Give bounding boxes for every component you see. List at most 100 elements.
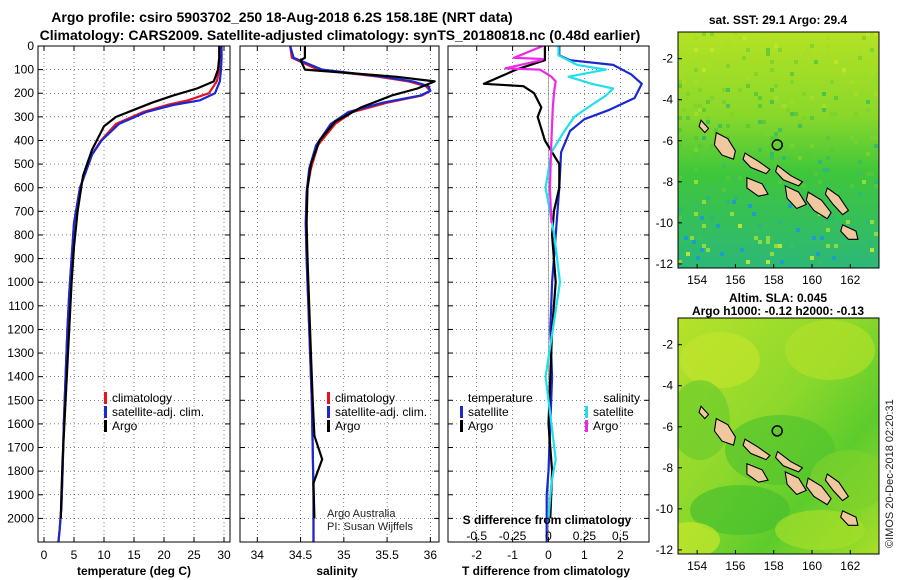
sst-map-ticks: 154 156 158 160 162 -2 -4 -6 -8 -10 -12 — [656, 52, 861, 287]
map-pixel — [746, 124, 750, 128]
map-pixel — [694, 36, 698, 40]
y-tick-label: 1600 — [7, 417, 34, 431]
y-tick-label: 2000 — [7, 511, 34, 525]
series-line-satellite-adj-clim- — [289, 46, 432, 542]
map-pixel — [694, 136, 698, 140]
map-pixel — [726, 136, 730, 140]
map-pixel — [850, 136, 854, 140]
map-pixel — [774, 44, 778, 48]
y-tick-label: 900 — [14, 252, 34, 266]
x-tick-label: 10 — [97, 548, 111, 562]
map-pixel — [766, 52, 770, 56]
map-pixel — [862, 180, 866, 184]
x-tick-label: 34 — [251, 548, 265, 562]
map-pixel — [766, 48, 770, 52]
map-pixel — [874, 92, 878, 96]
x-tick-label: -1 — [507, 548, 518, 562]
map-pixel — [858, 160, 862, 164]
island-shape — [774, 164, 804, 187]
map-pixel — [786, 108, 790, 112]
map-pixel — [742, 56, 746, 60]
map-pixel — [858, 172, 862, 176]
salinity-ticks: 34 34.5 35 35.5 36 — [240, 45, 439, 562]
map-pixel — [854, 252, 858, 256]
map-pixel — [754, 228, 758, 232]
island-shape — [746, 462, 769, 483]
map-pixel — [796, 228, 800, 232]
map-pixel — [850, 184, 854, 188]
map-pixel — [694, 112, 698, 116]
map-y-tick-label: -6 — [662, 134, 673, 148]
x-tick-label: 0 — [41, 548, 48, 562]
y-tick-label: 1100 — [8, 299, 34, 313]
map-pixel — [802, 92, 806, 96]
map-pixel — [802, 116, 806, 120]
map-pixel — [746, 48, 750, 52]
legend-swatch-argo — [327, 420, 330, 432]
y-tick-label: 1300 — [7, 346, 34, 360]
legend-label-argo: Argo — [335, 419, 361, 433]
map-pixel — [810, 44, 814, 48]
map-pixel — [778, 180, 782, 184]
sla-map-title-line2: Argo h1000: -0.12 h2000: -0.13 — [692, 304, 864, 318]
map-pixel — [826, 36, 830, 40]
map-pixel — [726, 200, 730, 204]
map-pixel — [770, 236, 774, 240]
y-tick-label: 400 — [14, 133, 34, 147]
legend-swatch-satellite — [327, 406, 330, 418]
island-shape — [784, 470, 808, 496]
map-pixel — [694, 204, 698, 208]
map-pixel — [710, 216, 714, 220]
legend-swatch-argo — [104, 420, 107, 432]
sla-map-title-line1: Altim. SLA: 0.045 — [729, 291, 827, 305]
map-pixel — [870, 220, 874, 224]
island-shape — [824, 473, 850, 502]
map-pixel — [770, 68, 774, 72]
y-tick-label: 1200 — [7, 322, 34, 336]
series-line-argo — [299, 46, 436, 519]
map-pixel — [706, 64, 710, 68]
series-line-t-satellite — [545, 46, 643, 542]
map-pixel — [678, 84, 682, 88]
map-pixel — [692, 240, 696, 244]
map-pixel — [726, 104, 730, 108]
map-pixel — [826, 180, 830, 184]
legend-label-satellite: satellite-adj. clim. — [112, 405, 204, 419]
map-pixel — [806, 64, 810, 68]
salinity-xlabel: salinity — [316, 564, 358, 578]
map-pixel — [702, 32, 706, 36]
map-pixel — [862, 36, 866, 40]
x-tick-label: 35.5 — [375, 548, 399, 562]
map-pixel — [834, 112, 838, 116]
map-pixel — [826, 244, 830, 248]
salinity-legend: climatology satellite-adj. clim. Argo — [327, 391, 427, 433]
map-pixel — [770, 60, 774, 64]
island-shape — [774, 450, 804, 473]
map-pixel — [826, 136, 830, 140]
map-pixel — [738, 88, 742, 92]
sla-map-argo-marker — [771, 425, 783, 437]
sla-map-blobs — [678, 320, 879, 554]
map-pixel — [758, 120, 762, 124]
y-tick-label: 1800 — [7, 464, 34, 478]
credit-pi: PI: Susan Wijffels — [327, 521, 413, 533]
map-pixel — [798, 124, 802, 128]
legend-label-satellite: satellite-adj. clim. — [335, 405, 427, 419]
map-pixel — [826, 44, 830, 48]
map-pixel — [766, 240, 770, 244]
sla-map-ticks: 154 156 158 160 162 -2 -4 -6 -8 -10 -12 — [656, 338, 861, 573]
imos-stamp: ©IMOS 20-Dec-2018 02:20:31 — [884, 399, 896, 548]
map-pixel — [690, 128, 694, 132]
map-pixel — [694, 180, 698, 184]
map-pixel — [826, 52, 830, 56]
map-pixel — [678, 208, 682, 212]
island-shape — [805, 191, 832, 220]
map-pixel — [830, 148, 834, 152]
map-pixel — [726, 44, 730, 48]
map-pixel — [842, 72, 846, 76]
map-pixel — [782, 156, 786, 160]
map-pixel — [726, 88, 730, 92]
map-pixel — [814, 60, 818, 64]
sla-blob — [690, 485, 790, 535]
map-pixel — [806, 48, 810, 52]
